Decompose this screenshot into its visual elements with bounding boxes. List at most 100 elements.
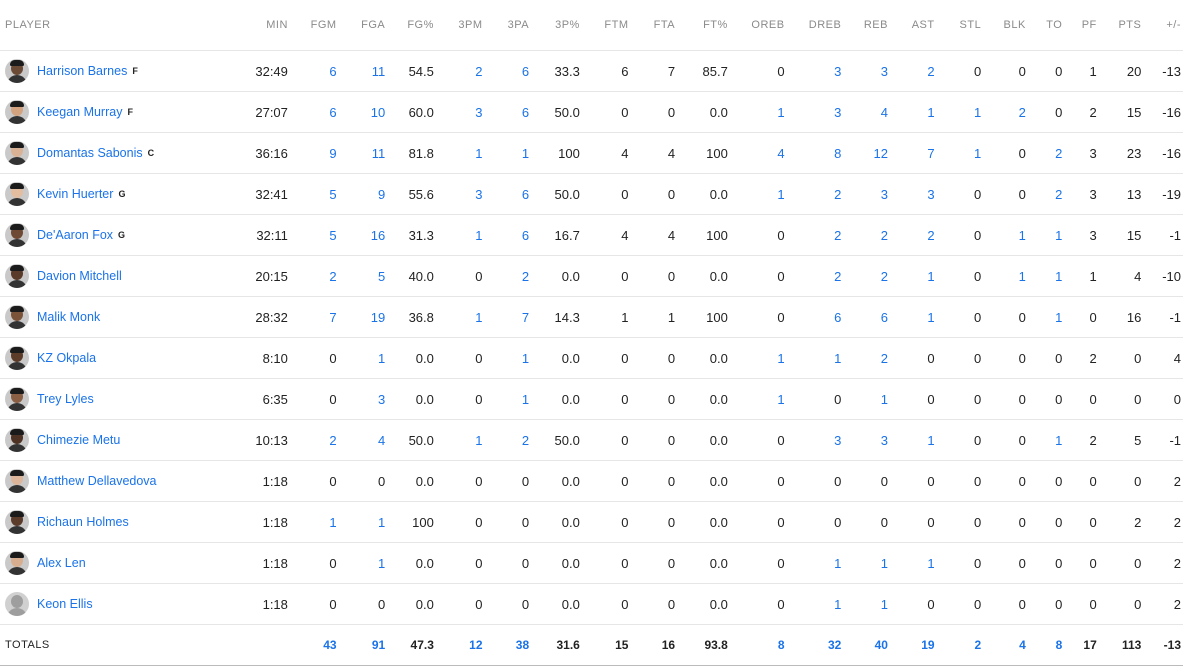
stat-dreb[interactable]: 1 xyxy=(786,337,844,379)
stat-ast[interactable]: 3 xyxy=(889,173,937,215)
stat-fga[interactable]: 1 xyxy=(338,501,388,543)
player-name-link[interactable]: Chimezie Metu xyxy=(37,433,121,447)
stat-dreb[interactable]: 3 xyxy=(786,419,844,461)
stat-3pa[interactable]: 2 xyxy=(484,255,532,297)
stat-fga[interactable]: 4 xyxy=(338,419,388,461)
stat-dreb[interactable]: 1 xyxy=(786,542,844,584)
stat-dreb[interactable]: 8 xyxy=(786,132,844,174)
player-avatar[interactable] xyxy=(5,305,29,329)
stat-3pa[interactable]: 6 xyxy=(484,173,532,215)
player-name-link[interactable]: Kevin Huerter xyxy=(37,187,114,201)
column-header-fga[interactable]: FGA xyxy=(361,19,386,31)
stat-stl[interactable]: 1 xyxy=(936,91,984,133)
stat-fgm[interactable]: 7 xyxy=(289,296,339,338)
player-avatar[interactable] xyxy=(5,223,29,247)
stat-reb[interactable]: 2 xyxy=(843,337,890,379)
stat-fgm[interactable]: 2 xyxy=(289,255,339,297)
stat-dreb[interactable]: 3 xyxy=(786,91,844,133)
column-header-pf[interactable]: PF xyxy=(1081,19,1097,31)
column-header-fg[interactable]: FG% xyxy=(407,19,434,31)
column-header-dreb[interactable]: DREB xyxy=(808,19,842,31)
stat-fga[interactable]: 5 xyxy=(338,255,388,297)
column-header-stl[interactable]: STL xyxy=(959,19,982,31)
stat-reb[interactable]: 3 xyxy=(843,419,890,461)
player-name-link[interactable]: Keegan Murray xyxy=(37,105,123,119)
stat-reb[interactable]: 2 xyxy=(843,255,890,297)
stat-3pm[interactable]: 2 xyxy=(435,50,485,92)
stat-blk[interactable]: 2 xyxy=(983,91,1028,133)
stat-fga[interactable]: 9 xyxy=(338,173,388,215)
column-header-fgm[interactable]: FGM xyxy=(310,19,337,31)
column-header-blk[interactable]: BLK xyxy=(1003,19,1026,31)
stat-ast[interactable]: 1 xyxy=(889,91,937,133)
column-header-3pa[interactable]: 3PA xyxy=(507,19,530,31)
stat-ast[interactable]: 1 xyxy=(889,419,937,461)
stat-fgm[interactable]: 5 xyxy=(289,214,339,256)
stat-3pm[interactable]: 3 xyxy=(435,91,485,133)
stat-fga[interactable]: 11 xyxy=(338,132,388,174)
stat-reb[interactable]: 4 xyxy=(843,91,890,133)
player-name-link[interactable]: De'Aaron Fox xyxy=(37,228,114,242)
column-header-3pm[interactable]: 3PM xyxy=(458,19,483,31)
stat-fga[interactable]: 10 xyxy=(338,91,388,133)
column-header-player[interactable]: PLAYER xyxy=(5,19,51,31)
stat-dreb[interactable]: 3 xyxy=(786,50,844,92)
column-header-to[interactable]: TO xyxy=(1046,19,1063,31)
stat-reb[interactable]: 1 xyxy=(843,542,890,584)
stat-fga[interactable]: 19 xyxy=(338,296,388,338)
player-avatar[interactable] xyxy=(5,182,29,206)
player-avatar[interactable] xyxy=(5,551,29,575)
stat-fga[interactable]: 16 xyxy=(338,214,388,256)
player-name-link[interactable]: Domantas Sabonis xyxy=(37,146,143,160)
player-avatar[interactable] xyxy=(5,59,29,83)
stat-reb[interactable]: 1 xyxy=(843,583,890,625)
stat-fgm[interactable]: 2 xyxy=(289,419,339,461)
player-avatar[interactable] xyxy=(5,346,29,370)
stat-to[interactable]: 1 xyxy=(1027,296,1065,338)
stat-reb[interactable]: 3 xyxy=(843,50,890,92)
player-avatar[interactable] xyxy=(5,141,29,165)
stat-reb[interactable]: 12 xyxy=(843,132,890,174)
column-header-min[interactable]: MIN xyxy=(266,19,288,31)
player-name-link[interactable]: Malik Monk xyxy=(37,310,101,324)
stat-ast[interactable]: 7 xyxy=(889,132,937,174)
stat-reb[interactable]: 2 xyxy=(843,214,890,256)
stat-fga[interactable]: 11 xyxy=(338,50,388,92)
player-avatar[interactable] xyxy=(5,264,29,288)
column-header-ft[interactable]: FT% xyxy=(703,19,728,31)
stat-oreb[interactable]: 1 xyxy=(729,337,787,379)
stat-3pm[interactable]: 1 xyxy=(435,214,485,256)
stat-to[interactable]: 1 xyxy=(1027,255,1065,297)
stat-fgm[interactable]: 1 xyxy=(289,501,339,543)
player-name-link[interactable]: Davion Mitchell xyxy=(37,269,122,283)
stat-fga[interactable]: 1 xyxy=(338,542,388,584)
column-header-[interactable]: +/- xyxy=(1166,19,1181,31)
column-header-fta[interactable]: FTA xyxy=(653,19,676,31)
stat-fgm[interactable]: 6 xyxy=(289,91,339,133)
player-avatar[interactable] xyxy=(5,428,29,452)
stat-fgm[interactable]: 5 xyxy=(289,173,339,215)
stat-to[interactable]: 2 xyxy=(1027,173,1065,215)
stat-ast[interactable]: 1 xyxy=(889,255,937,297)
player-avatar[interactable] xyxy=(5,510,29,534)
stat-ast[interactable]: 1 xyxy=(889,296,937,338)
stat-fgm[interactable]: 6 xyxy=(289,50,339,92)
player-avatar[interactable] xyxy=(5,592,29,616)
stat-3pm[interactable]: 1 xyxy=(435,132,485,174)
player-name-link[interactable]: Matthew Dellavedova xyxy=(37,474,157,488)
stat-3pa[interactable]: 6 xyxy=(484,91,532,133)
stat-3pm[interactable]: 1 xyxy=(435,419,485,461)
column-header-ftm[interactable]: FTM xyxy=(604,19,629,31)
stat-3pa[interactable]: 6 xyxy=(484,214,532,256)
stat-3pa[interactable]: 2 xyxy=(484,419,532,461)
stat-to[interactable]: 1 xyxy=(1027,214,1065,256)
player-name-link[interactable]: KZ Okpala xyxy=(37,351,97,365)
player-name-link[interactable]: Keon Ellis xyxy=(37,597,93,611)
stat-ast[interactable]: 1 xyxy=(889,542,937,584)
player-avatar[interactable] xyxy=(5,100,29,124)
stat-to[interactable]: 2 xyxy=(1027,132,1065,174)
player-avatar[interactable] xyxy=(5,387,29,411)
stat-3pm[interactable]: 1 xyxy=(435,296,485,338)
column-header-3p[interactable]: 3P% xyxy=(555,19,580,31)
stat-3pa[interactable]: 1 xyxy=(484,337,532,379)
